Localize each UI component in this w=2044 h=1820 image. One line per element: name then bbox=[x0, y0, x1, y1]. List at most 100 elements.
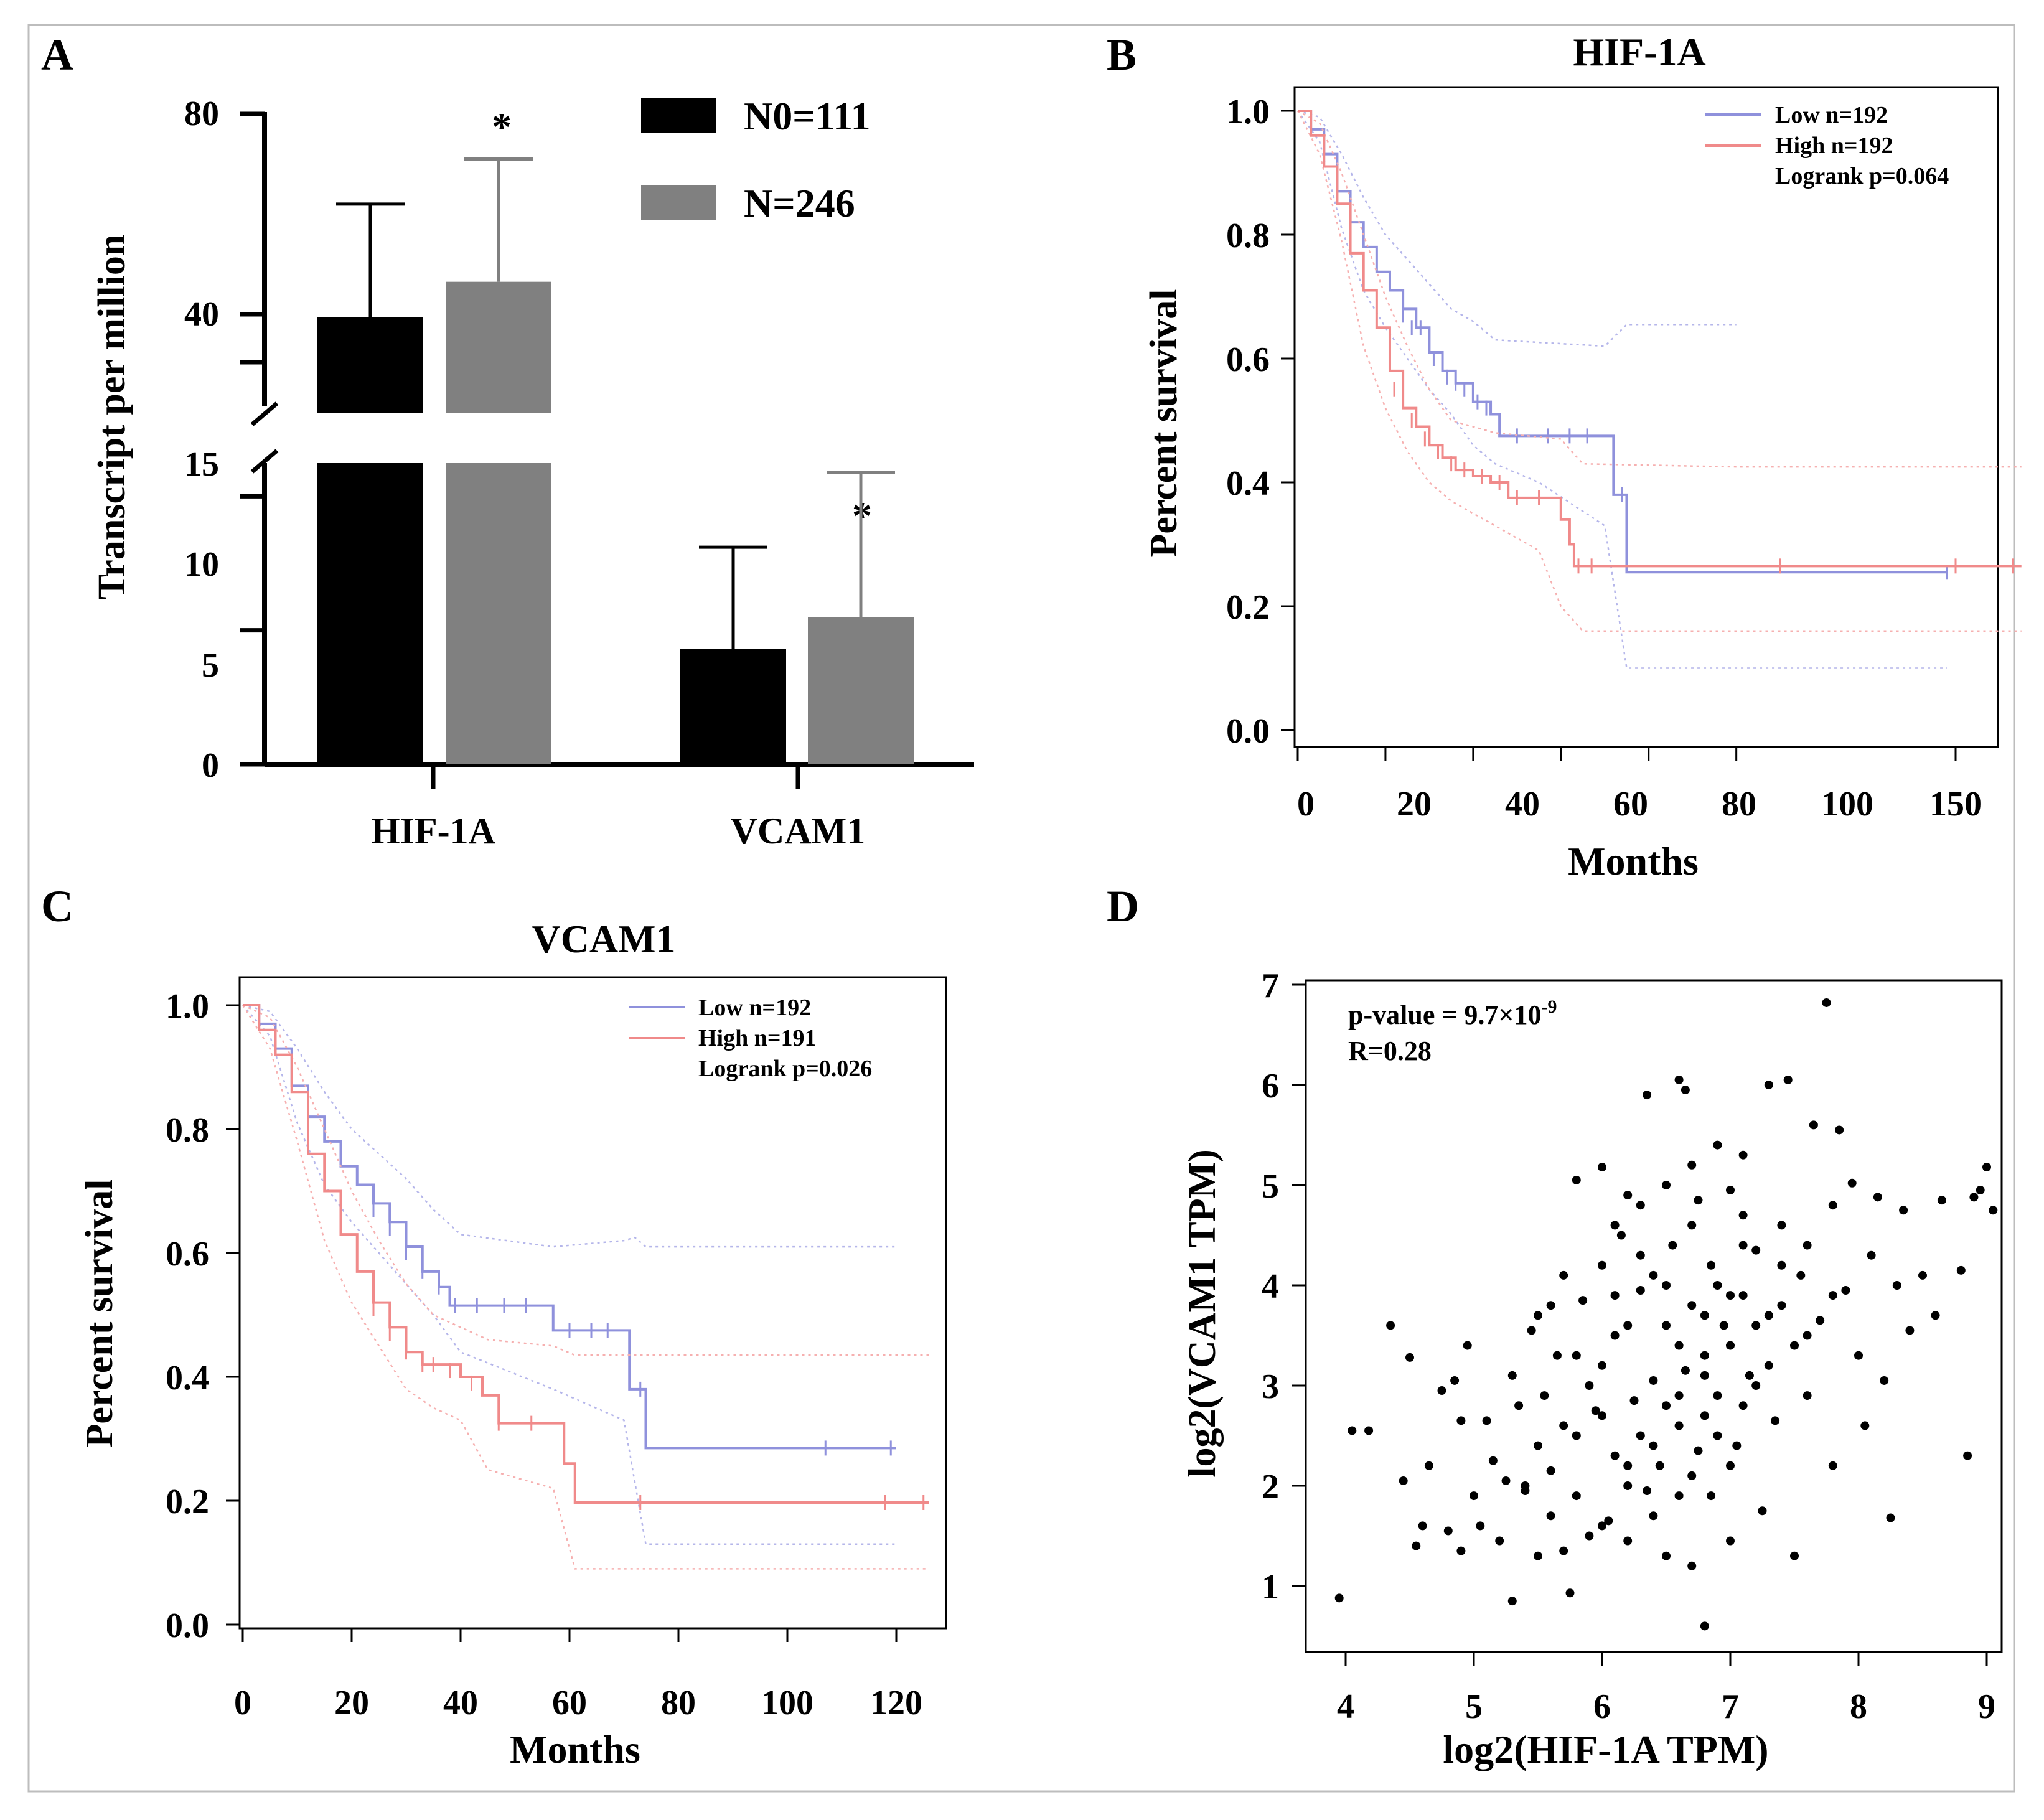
xtick-label: 5 bbox=[1465, 1687, 1483, 1726]
ytick-label: 1 bbox=[1262, 1568, 1279, 1607]
scatter-point bbox=[1700, 1411, 1709, 1420]
scatter-point bbox=[1552, 1351, 1562, 1360]
scatter-point bbox=[1507, 1371, 1517, 1380]
plot-frame bbox=[1305, 979, 2003, 1653]
survival-curve bbox=[243, 1004, 929, 1504]
scatter-point bbox=[1623, 1461, 1633, 1470]
scatter-point bbox=[1700, 1311, 1709, 1320]
scatter-point bbox=[1892, 1281, 1901, 1290]
scatter-point bbox=[1956, 1265, 1966, 1275]
scatter-point bbox=[1662, 1401, 1671, 1410]
scatter-point bbox=[1726, 1341, 1735, 1350]
panel-c-title: VCAM1 bbox=[532, 917, 675, 961]
xtick-label: 20 bbox=[1397, 785, 1432, 823]
scatter-point bbox=[1476, 1521, 1485, 1531]
panel-d-xlabel: log2(HIF-1A TPM) bbox=[1443, 1727, 1768, 1771]
xtick-label: 0 bbox=[1297, 785, 1315, 823]
ytick-label: 0.6 bbox=[166, 1235, 209, 1274]
legend-label-n0: N0=111 bbox=[744, 94, 871, 138]
scatter-point bbox=[1456, 1416, 1466, 1425]
scatter-point bbox=[1790, 1341, 1799, 1350]
scatter-point bbox=[1540, 1391, 1549, 1400]
scatter-point bbox=[1443, 1526, 1453, 1536]
annotation-pvalue: p-value = 9.7×10-9 bbox=[1348, 997, 1557, 1030]
scatter-point bbox=[1501, 1476, 1511, 1485]
scatter-point bbox=[1700, 1621, 1709, 1631]
scatter-point bbox=[1803, 1391, 1812, 1400]
xtick-label: 100 bbox=[761, 1684, 813, 1722]
xtick-label: 20 bbox=[334, 1684, 369, 1722]
scatter-point bbox=[1655, 1461, 1664, 1470]
panel-b-survival-hif1a: HIF-1A Months Percent survival Low n=192… bbox=[1143, 30, 2022, 883]
ytick-label-10: 10 bbox=[184, 545, 219, 584]
scatter-point bbox=[1828, 1291, 1837, 1300]
scatter-point bbox=[1777, 1301, 1786, 1310]
scatter-point bbox=[1649, 1511, 1658, 1521]
xtick-label: 40 bbox=[443, 1684, 478, 1722]
scatter-point bbox=[1348, 1426, 1357, 1435]
scatter-point bbox=[1751, 1381, 1761, 1390]
scatter-point bbox=[1334, 1593, 1344, 1603]
panel-letter-d: D bbox=[1107, 881, 1139, 931]
scatter-point bbox=[1527, 1326, 1536, 1335]
scatter-point bbox=[1386, 1321, 1395, 1330]
xtick-label: 60 bbox=[552, 1684, 587, 1722]
panel-d-ylabel: log2(VCAM1 TPM) bbox=[1181, 1149, 1224, 1477]
scatter-point bbox=[1674, 1491, 1684, 1501]
panel-c-legend: Low n=192 High n=191 Logrank p=0.026 bbox=[629, 995, 872, 1082]
axis-break-mark bbox=[250, 449, 279, 474]
scatter-point bbox=[1521, 1481, 1530, 1490]
panel-b-ylabel: Percent survival bbox=[1143, 289, 1185, 557]
scatter-point bbox=[1796, 1270, 1806, 1280]
scatter-point bbox=[1674, 1421, 1684, 1430]
bar-lower-segment bbox=[317, 463, 423, 764]
scatter-point bbox=[1674, 1391, 1684, 1400]
scatter-point bbox=[1643, 1091, 1652, 1100]
scatter-point bbox=[1738, 1291, 1748, 1300]
ytick-label: 0.0 bbox=[1226, 712, 1270, 751]
scatter-point bbox=[1598, 1260, 1606, 1270]
scatter-point bbox=[1604, 1516, 1613, 1526]
scatter-point bbox=[1847, 1178, 1857, 1188]
scatter-point bbox=[1534, 1311, 1542, 1320]
scatter-point bbox=[1873, 1193, 1882, 1202]
scatter-point bbox=[1456, 1546, 1466, 1555]
scatter-point bbox=[1969, 1193, 1979, 1202]
scatter-point bbox=[1591, 1406, 1600, 1415]
xtick-label: 80 bbox=[661, 1684, 696, 1722]
scatter-point bbox=[1565, 1588, 1575, 1598]
scatter-point bbox=[1610, 1451, 1620, 1460]
scatter-point bbox=[1790, 1551, 1799, 1560]
panel-c-ylabel: Percent survival bbox=[78, 1179, 121, 1447]
ytick-label-0: 0 bbox=[202, 746, 219, 785]
scatter-point bbox=[1816, 1316, 1825, 1325]
scatter-point bbox=[1623, 1481, 1633, 1490]
scatter-point bbox=[1777, 1260, 1786, 1270]
scatter-point bbox=[1399, 1476, 1408, 1485]
scatter-point bbox=[1412, 1541, 1421, 1550]
scatter-point bbox=[1918, 1270, 1927, 1280]
scatter-point bbox=[1514, 1401, 1524, 1410]
scatter-point bbox=[1598, 1521, 1606, 1531]
scatter-point bbox=[1764, 1361, 1773, 1370]
ytick-label: 7 bbox=[1262, 967, 1279, 1005]
scatter-point bbox=[1364, 1426, 1374, 1435]
scatter-point bbox=[1616, 1231, 1626, 1240]
scatter-point bbox=[1694, 1446, 1703, 1455]
scatter-point bbox=[1463, 1341, 1472, 1350]
scatter-point bbox=[1822, 998, 1831, 1007]
scatter-point bbox=[1405, 1353, 1414, 1362]
scatter-point bbox=[1437, 1386, 1446, 1395]
xtick-label: 150 bbox=[1929, 785, 1982, 823]
scatter-point bbox=[1867, 1250, 1876, 1260]
panel-letter-c: C bbox=[41, 881, 73, 931]
annotation-r: R=0.28 bbox=[1348, 1036, 1432, 1066]
scatter-point bbox=[1662, 1281, 1671, 1290]
ci-lower-line bbox=[1296, 110, 2022, 632]
scatter-point bbox=[1694, 1196, 1703, 1205]
scatter-point bbox=[1783, 1075, 1793, 1084]
ytick-label: 0.4 bbox=[166, 1359, 209, 1397]
scatter-point bbox=[1482, 1416, 1491, 1425]
scatter-point bbox=[1636, 1250, 1645, 1260]
scatter-point bbox=[1598, 1163, 1606, 1172]
